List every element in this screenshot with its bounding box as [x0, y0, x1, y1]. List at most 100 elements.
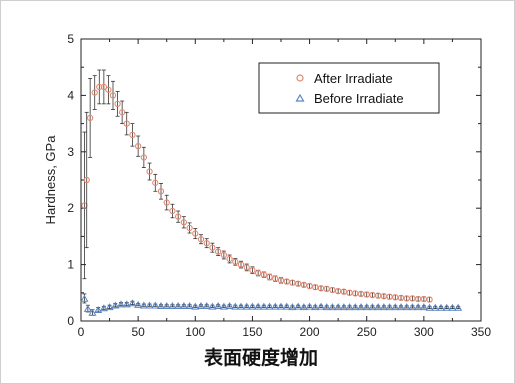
data-point	[363, 291, 370, 298]
data-point	[277, 277, 285, 284]
data-point	[114, 100, 121, 108]
legend-label-after-irradiate: After Irradiate	[314, 71, 393, 86]
data-point	[352, 290, 359, 297]
data-point	[334, 287, 342, 295]
data-point	[169, 207, 176, 215]
data-point	[163, 199, 170, 206]
data-point	[351, 303, 360, 311]
data-point	[225, 302, 234, 310]
data-point	[219, 302, 228, 310]
data-point	[316, 302, 326, 310]
x-tick-label: 100	[185, 325, 205, 339]
data-point	[425, 303, 434, 311]
data-point	[329, 286, 336, 294]
data-point	[186, 224, 193, 232]
data-point	[179, 302, 188, 310]
data-point	[402, 303, 411, 311]
data-point	[105, 303, 114, 311]
data-point	[151, 301, 160, 309]
data-point	[231, 302, 240, 310]
data-point	[91, 89, 98, 96]
data-point	[220, 251, 228, 259]
series-before-irradiate	[80, 293, 463, 316]
data-point	[311, 303, 320, 311]
data-point	[134, 300, 143, 308]
data-point	[282, 302, 291, 310]
data-point	[414, 303, 423, 311]
data-point	[203, 240, 210, 247]
data-point	[271, 302, 280, 310]
data-point	[442, 303, 451, 311]
data-point	[362, 303, 371, 311]
data-point	[192, 230, 199, 237]
y-tick-label: 3	[67, 145, 74, 159]
data-point	[232, 258, 239, 265]
data-point	[111, 301, 120, 309]
data-point	[80, 294, 89, 302]
data-point	[99, 304, 108, 312]
data-point	[214, 248, 222, 255]
data-point	[431, 303, 440, 311]
data-point	[288, 303, 297, 311]
data-point	[408, 303, 417, 311]
data-point	[88, 308, 97, 316]
x-tick-label: 0	[78, 325, 85, 339]
data-point	[392, 294, 399, 301]
legend-box	[258, 62, 440, 114]
x-tick-label: 350	[471, 325, 491, 339]
data-point	[105, 86, 112, 93]
data-point	[96, 83, 103, 91]
data-point	[357, 290, 365, 298]
data-point	[386, 293, 393, 300]
y-axis-title: Hardness, GPa	[43, 135, 58, 225]
data-point	[180, 219, 188, 226]
data-point	[83, 176, 90, 184]
data-point	[345, 303, 354, 311]
x-tick-label: 200	[300, 325, 320, 339]
data-point	[236, 302, 246, 310]
data-point	[146, 168, 153, 175]
data-point	[139, 301, 148, 309]
data-point	[260, 271, 268, 278]
data-point	[191, 302, 200, 310]
data-point	[174, 302, 183, 310]
data-point	[317, 285, 325, 292]
y-tick-label: 2	[67, 201, 74, 215]
data-point	[266, 273, 273, 281]
data-point	[419, 303, 428, 311]
data-point	[436, 303, 446, 311]
data-point	[123, 120, 130, 127]
series-after-irradiate	[81, 69, 433, 303]
data-point	[300, 281, 308, 289]
data-point	[214, 302, 223, 310]
data-point	[294, 280, 302, 287]
data-point	[409, 295, 416, 302]
data-point	[385, 303, 394, 311]
data-point	[283, 278, 290, 285]
y-tick-label: 5	[67, 32, 74, 46]
data-point	[157, 188, 165, 195]
data-point	[100, 83, 108, 91]
data-point	[128, 299, 137, 307]
data-point	[368, 303, 377, 311]
x-tick-label: 300	[414, 325, 434, 339]
data-point	[249, 267, 256, 274]
data-point	[162, 302, 171, 310]
y-tick-label: 4	[67, 88, 74, 102]
data-point	[328, 303, 337, 311]
data-point	[265, 302, 274, 310]
x-tick-label: 50	[131, 325, 145, 339]
data-point	[334, 303, 343, 311]
legend-marker-before-irradiate	[295, 93, 305, 102]
legend: After Irradiate Before Irradiate	[258, 62, 440, 114]
data-point	[196, 302, 206, 310]
data-point	[340, 288, 348, 295]
data-point	[209, 244, 216, 251]
data-point	[145, 301, 154, 309]
data-point	[276, 302, 286, 310]
data-point	[369, 291, 376, 299]
data-point	[294, 302, 303, 310]
data-point	[83, 304, 92, 312]
data-point	[109, 92, 117, 99]
data-point	[140, 154, 148, 161]
